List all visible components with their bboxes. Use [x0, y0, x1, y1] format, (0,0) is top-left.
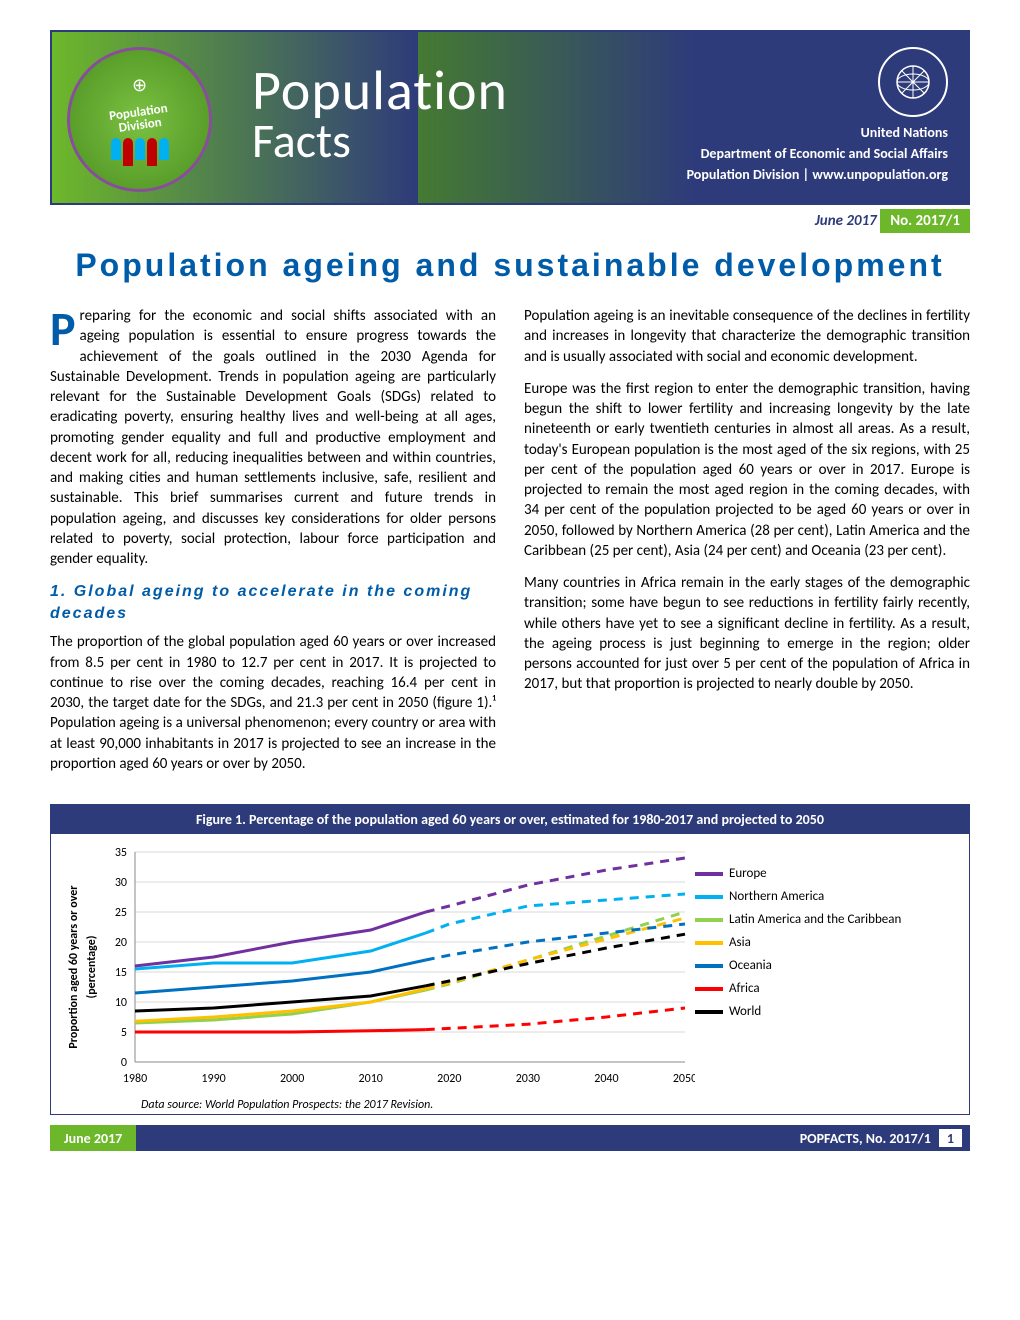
legend-item: Africa — [695, 981, 965, 996]
svg-text:2040: 2040 — [594, 1072, 618, 1086]
un-logo-icon — [878, 47, 948, 117]
header-org-text: United Nations Department of Economic an… — [687, 122, 948, 185]
meta-issue: No. 2017/1 — [880, 209, 970, 233]
legend-label: Northern America — [729, 889, 824, 904]
svg-text:2020: 2020 — [437, 1072, 461, 1086]
legend-label: World — [729, 1004, 761, 1019]
chart-legend: Europe Northern America Latin America and … — [695, 842, 965, 1092]
svg-text:20: 20 — [115, 936, 127, 950]
line-chart: 0 5 10 15 20 25 30 35 1980 1990 2000 2010 2020 2030 20… — [55, 842, 695, 1092]
org-line-1: United Nations — [687, 122, 948, 143]
legend-swatch — [695, 941, 723, 945]
svg-text:35: 35 — [115, 846, 127, 860]
footer-date: June 2017 — [50, 1125, 136, 1151]
legend-label: Latin America and the Caribbean — [729, 912, 901, 927]
svg-text:1980: 1980 — [123, 1072, 147, 1086]
legend-item: Asia — [695, 935, 965, 950]
svg-text:Proportion aged 60 years or ov: Proportion aged 60 years or over — [67, 885, 81, 1049]
legend-swatch — [695, 872, 723, 876]
legend-swatch — [695, 918, 723, 922]
svg-text:2050: 2050 — [673, 1072, 695, 1086]
footer-page-number: 1 — [939, 1129, 962, 1147]
section-1-paragraph: The proportion of the global population … — [50, 632, 496, 774]
legend-label: Europe — [729, 866, 767, 881]
division-badge: ⊕ Population Division — [67, 47, 212, 192]
org-line-3: Population Division | www.unpopulation.o… — [687, 164, 948, 185]
section-1-heading: 1. Global ageing to accelerate in the co… — [50, 581, 496, 624]
legend-swatch — [695, 964, 723, 968]
meta-row: June 2017 No. 2017/1 — [50, 209, 970, 233]
legend-item: Latin America and the Caribbean — [695, 912, 965, 927]
svg-text:2030: 2030 — [516, 1072, 540, 1086]
right-p3: Many countries in Africa remain in the e… — [524, 573, 970, 695]
svg-text:15: 15 — [115, 966, 127, 980]
legend-label: Africa — [729, 981, 760, 996]
body-columns: Preparing for the economic and social sh… — [50, 306, 970, 786]
svg-text:30: 30 — [115, 876, 127, 890]
figure-1: Figure 1. Percentage of the population a… — [50, 804, 970, 1115]
svg-text:2010: 2010 — [359, 1072, 383, 1086]
dropcap: P — [50, 306, 80, 348]
svg-text:10: 10 — [115, 996, 127, 1010]
svg-text:5: 5 — [121, 1026, 127, 1040]
footer-ref: POPFACTS, No. 2017/1 — [800, 1130, 931, 1147]
meta-date: June 2017 — [815, 212, 877, 230]
banner-title: Population Facts — [252, 57, 508, 170]
svg-text:2000: 2000 — [280, 1072, 304, 1086]
svg-text:1990: 1990 — [201, 1072, 225, 1086]
left-column: Preparing for the economic and social sh… — [50, 306, 496, 786]
legend-item: World — [695, 1004, 965, 1019]
svg-text:(percentage): (percentage) — [85, 936, 99, 999]
legend-item: Oceania — [695, 958, 965, 973]
badge-people-icon — [111, 138, 169, 166]
right-p1: Population ageing is an inevitable conse… — [524, 306, 970, 367]
legend-label: Oceania — [729, 958, 772, 973]
svg-text:25: 25 — [115, 906, 127, 920]
intro-text: reparing for the economic and social shi… — [50, 307, 496, 568]
footer-bar: June 2017 POPFACTS, No. 2017/1 1 — [50, 1125, 970, 1151]
intro-paragraph: Preparing for the economic and social sh… — [50, 306, 496, 569]
legend-swatch — [695, 1010, 723, 1014]
legend-swatch — [695, 987, 723, 991]
legend-item: Northern America — [695, 889, 965, 904]
legend-label: Asia — [729, 935, 751, 950]
legend-swatch — [695, 895, 723, 899]
header-banner: ⊕ Population Division Population Facts U… — [50, 30, 970, 205]
figure-title: Figure 1. Percentage of the population a… — [51, 805, 969, 834]
page-title: Population ageing and sustainable develo… — [50, 247, 970, 284]
svg-text:0: 0 — [121, 1056, 127, 1070]
legend-item: Europe — [695, 866, 965, 881]
right-column: Population ageing is an inevitable conse… — [524, 306, 970, 786]
org-line-2: Department of Economic and Social Affair… — [687, 143, 948, 164]
right-p2: Europe was the first region to enter the… — [524, 379, 970, 561]
data-source: Data source: World Population Prospects:… — [51, 1096, 969, 1114]
